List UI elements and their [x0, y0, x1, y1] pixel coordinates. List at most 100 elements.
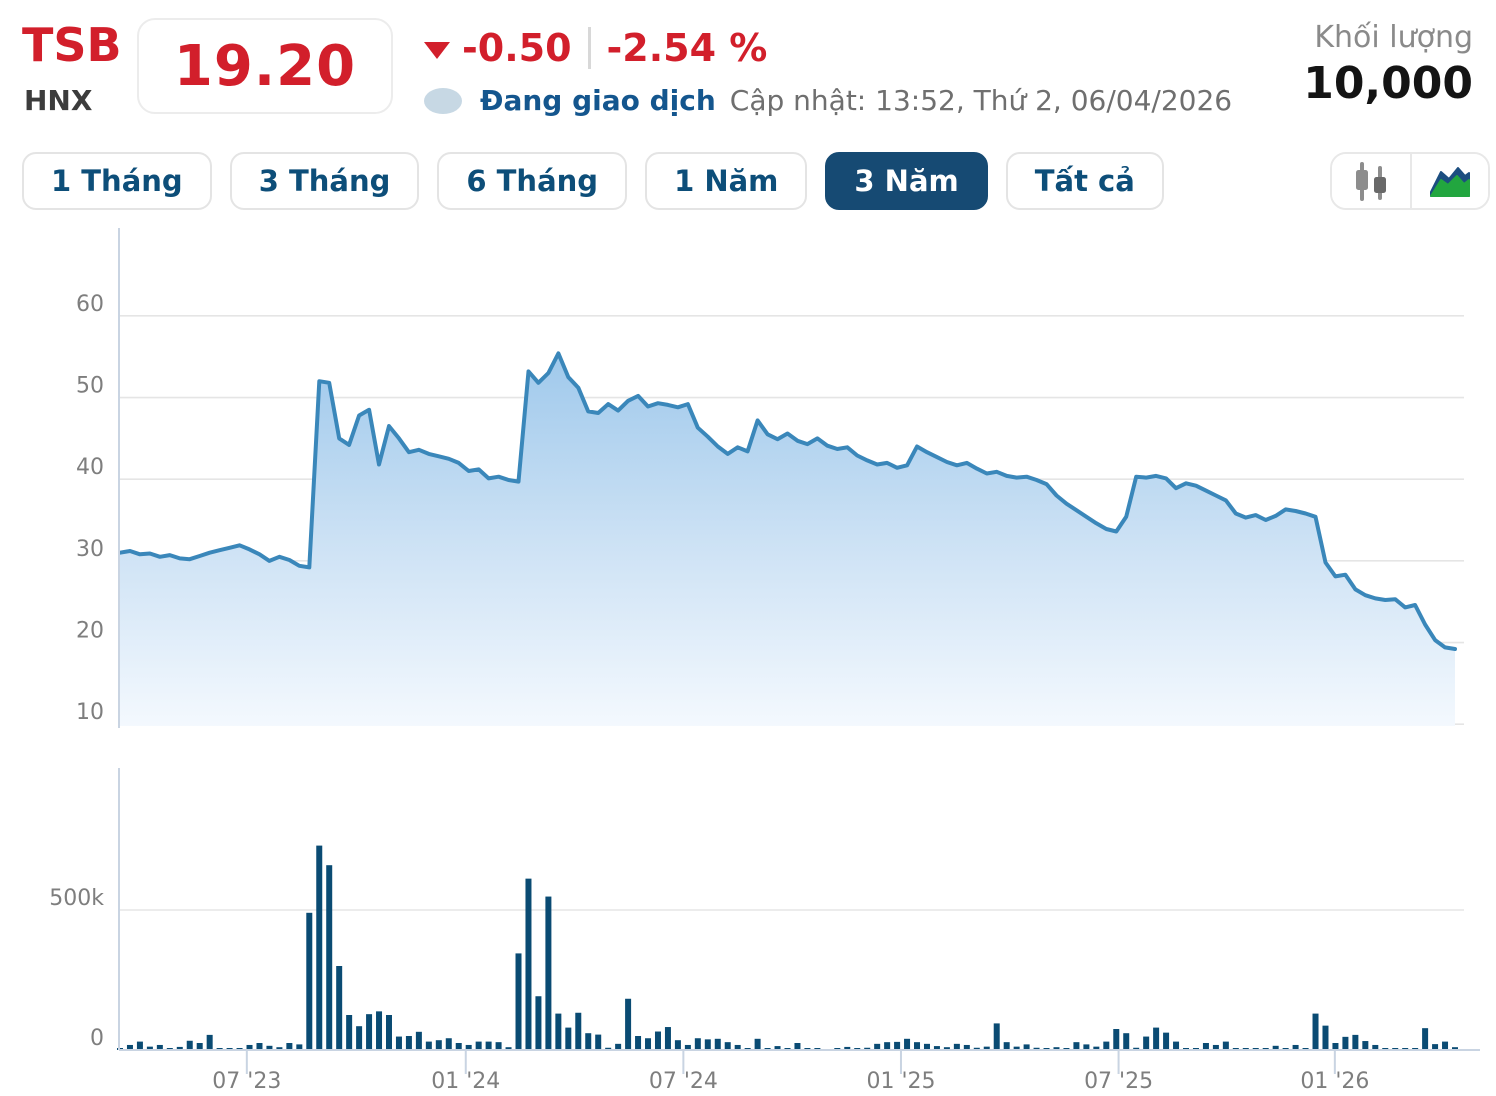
current-price: 19.20 [173, 33, 357, 99]
volume-bar [1292, 1044, 1299, 1050]
volume-bar [1033, 1047, 1040, 1050]
volume-bar [505, 1047, 512, 1050]
y-axis-tick-label: 60 [76, 292, 104, 317]
volume-axis-tick-label: 0 [90, 1026, 104, 1051]
volume-bar [455, 1043, 462, 1050]
volume-bar [864, 1047, 871, 1050]
down-triangle-icon [424, 41, 450, 59]
volume-bar [904, 1038, 911, 1050]
volume-bar [774, 1046, 781, 1050]
volume-bar [664, 1027, 671, 1050]
volume-bar [605, 1047, 612, 1050]
volume-label: Khối lượng [1314, 20, 1473, 55]
x-axis-tick-label: 01 '25 [866, 1069, 935, 1094]
volume-bar [445, 1038, 452, 1050]
chart-type-group [1330, 152, 1490, 210]
volume-bar [1133, 1047, 1140, 1050]
volume-bar [565, 1027, 572, 1050]
range-button-5[interactable]: Tất cả [1005, 152, 1164, 210]
volume-bar [884, 1042, 891, 1050]
volume-bar [146, 1046, 153, 1050]
volume-bar [684, 1044, 691, 1050]
volume-bar [724, 1042, 731, 1050]
volume-bar [1222, 1041, 1229, 1050]
volume-bar [933, 1046, 940, 1050]
candlestick-view-button[interactable] [1332, 154, 1410, 208]
volume-bar [973, 1047, 980, 1050]
volume-bar [645, 1038, 652, 1050]
volume-bar [1442, 1041, 1449, 1050]
volume-bar [1013, 1046, 1020, 1050]
volume-bar [1342, 1036, 1349, 1050]
volume-bar [126, 1044, 133, 1050]
volume-bar [1163, 1032, 1170, 1050]
range-button-1[interactable]: 3 Tháng [229, 152, 420, 210]
volume-bar [196, 1043, 203, 1050]
x-axis-tick-label: 07 '24 [649, 1069, 718, 1094]
x-axis-tick-label: 07 '25 [1084, 1069, 1153, 1094]
volume-bar [585, 1033, 592, 1050]
volume-bar [1332, 1043, 1339, 1050]
volume-bar [485, 1041, 492, 1050]
volume-bar [874, 1043, 881, 1050]
volume-bar [694, 1038, 701, 1050]
range-button-0[interactable]: 1 Tháng [22, 152, 212, 210]
volume-bar [1452, 1047, 1458, 1050]
volume-bar [914, 1042, 921, 1050]
volume-bar [515, 953, 522, 1050]
y-axis-tick-label: 30 [76, 537, 104, 562]
volume-bar [1272, 1045, 1279, 1050]
y-axis-tick-label: 10 [76, 700, 104, 725]
volume-bar [1083, 1044, 1090, 1050]
volume-bar [625, 998, 632, 1050]
volume-bar [1123, 1033, 1130, 1050]
volume-bar [1212, 1044, 1219, 1050]
volume-bar [1202, 1043, 1209, 1050]
volume-bar [246, 1044, 253, 1050]
price-change-percent: -2.54 % [606, 26, 768, 70]
price-box: 19.20 [137, 18, 393, 114]
volume-bar [1023, 1044, 1030, 1050]
range-button-4[interactable]: 3 Năm [825, 152, 988, 210]
volume-bar [844, 1046, 851, 1050]
volume-bar [395, 1036, 402, 1050]
ticker-symbol: TSB [22, 18, 122, 72]
trading-status: Đang giao dịch [480, 84, 716, 117]
range-button-group: 1 Tháng 3 Tháng 6 Tháng 1 Năm 3 Năm Tất cả [22, 152, 1164, 210]
price-line [118, 351, 1457, 651]
volume-bar [1352, 1034, 1359, 1050]
volume-bar [1312, 1013, 1319, 1050]
volume-bar [306, 912, 313, 1050]
volume-bar [286, 1043, 293, 1050]
volume-bar [595, 1034, 602, 1050]
volume-bar [575, 1012, 582, 1050]
volume-bar [1432, 1044, 1439, 1050]
last-updated: Cập nhật: 13:52, Thứ 2, 06/04/2026 [729, 84, 1233, 117]
volume-bar [1153, 1027, 1160, 1050]
x-axis-tick-label: 07 '23 [212, 1069, 281, 1094]
volume-bar [654, 1031, 661, 1050]
volume-bar [376, 1011, 383, 1050]
y-axis-tick-label: 40 [76, 455, 104, 480]
volume-bar [535, 996, 542, 1050]
volume-bar [156, 1044, 163, 1050]
volume-bar [415, 1031, 422, 1050]
volume-bar [346, 1015, 353, 1050]
range-button-2[interactable]: 6 Tháng [437, 152, 628, 210]
volume-bar [1003, 1042, 1010, 1050]
range-button-3[interactable]: 1 Năm [645, 152, 808, 210]
price-change-row: -0.50 -2.54 % [424, 26, 767, 70]
volume-bar [734, 1044, 741, 1050]
volume-axis-tick-label: 500k [49, 886, 104, 911]
volume-bar [1113, 1029, 1120, 1050]
volume-bar [615, 1043, 622, 1050]
candlestick-icon [1356, 162, 1386, 201]
area-view-button[interactable] [1410, 154, 1488, 208]
volume-bar [1143, 1036, 1150, 1050]
volume-bar [1103, 1041, 1110, 1050]
volume-bar [635, 1036, 642, 1050]
status-row: Đang giao dịch Cập nhật: 13:52, Thứ 2, 0… [424, 84, 1232, 117]
area-chart-icon [1430, 167, 1470, 197]
